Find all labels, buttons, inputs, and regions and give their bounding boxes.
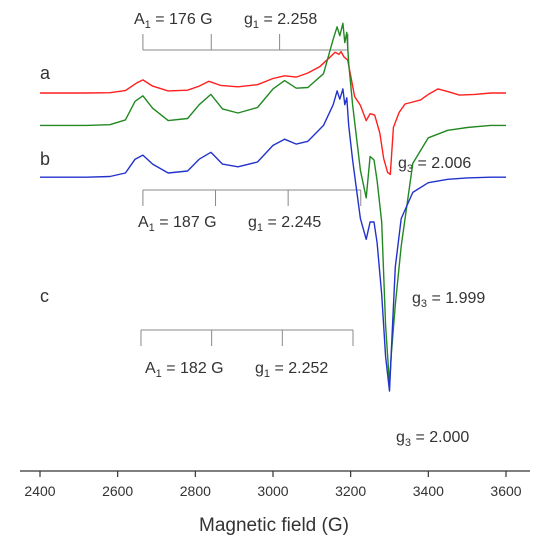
annotation-b-g1-sub: 1: [257, 222, 263, 234]
annotation-a-hyperfine-sub: 1: [145, 19, 151, 31]
annotation-b-g3-sub: 3: [421, 298, 427, 310]
trace-a: [40, 50, 506, 176]
annotation-b-hyperfine-value: = 187 G: [155, 214, 217, 231]
annotation-a-g1: g1 = 2.258: [244, 11, 317, 31]
x-tick-label-3600: 3600: [490, 483, 521, 499]
annotation-c-g3: g3 = 2.000: [396, 429, 469, 449]
annotation-c-hyperfine: A1 = 182 G: [145, 360, 224, 380]
annotation-c-hyperfine-main: A: [145, 360, 156, 377]
annotation-b-g1-value: = 2.245: [263, 214, 321, 231]
annotation-b-g3: g3 = 1.999: [412, 290, 485, 310]
trace-label-a: a: [40, 63, 51, 83]
x-tick-label-3000: 3000: [257, 483, 288, 499]
x-axis-title: Magnetic field (G): [199, 515, 349, 536]
annotation-b-hyperfine-sub: 1: [149, 222, 155, 234]
annotation-c-g1-value: = 2.252: [270, 360, 328, 377]
x-tick-label-2800: 2800: [180, 483, 211, 499]
annotation-c-g1: g1 = 2.252: [255, 360, 328, 380]
annotation-c-g1-sub: 1: [264, 368, 270, 380]
trace-c: [40, 88, 506, 392]
annotation-a-g3: g3 = 2.006: [398, 155, 471, 175]
annotation-a-g1-sub: 1: [253, 19, 259, 31]
annotation-b-hyperfine: A1 = 187 G: [138, 214, 217, 234]
annotation-b-hyperfine-main: A: [138, 214, 149, 231]
annotation-c-hyperfine-sub: 1: [156, 368, 162, 380]
spectrum-traces: [40, 22, 506, 392]
annotation-a-g1-value: = 2.258: [259, 11, 317, 28]
annotation-b-g3-value: = 1.999: [427, 290, 485, 307]
trace-label-c: c: [40, 286, 49, 306]
annotation-c-g3-main: g: [396, 429, 405, 446]
annotation-c-g3-sub: 3: [405, 437, 411, 449]
annotation-a-hyperfine-value: = 176 G: [151, 11, 213, 28]
annotation-a-g3-main: g: [398, 155, 407, 172]
annotation-a-g1-main: g: [244, 11, 253, 28]
hyperfine-ladders: [140, 34, 362, 346]
annotation-b-g1-main: g: [248, 214, 257, 231]
x-axis-ticks: 2400 2600 2800 3000 3200 3400 3600: [24, 471, 522, 499]
annotation-c-g1-main: g: [255, 360, 264, 377]
annotation-a-g3-value: = 2.006: [413, 155, 471, 172]
x-tick-label-2400: 2400: [24, 483, 55, 499]
annotation-a-hyperfine: A1 = 176 G: [134, 11, 213, 31]
trace-label-b: b: [40, 149, 50, 169]
annotation-a-hyperfine-main: A: [134, 11, 145, 28]
trace-b: [40, 22, 506, 385]
x-tick-label-2600: 2600: [102, 483, 133, 499]
annotation-b-g1: g1 = 2.245: [248, 214, 321, 234]
x-tick-label-3200: 3200: [335, 483, 366, 499]
annotation-b-g3-main: g: [412, 290, 421, 307]
annotation-c-g3-value: = 2.000: [411, 429, 469, 446]
x-tick-label-3400: 3400: [413, 483, 444, 499]
annotation-c-hyperfine-value: = 182 G: [162, 360, 224, 377]
annotation-a-g3-sub: 3: [407, 163, 413, 175]
